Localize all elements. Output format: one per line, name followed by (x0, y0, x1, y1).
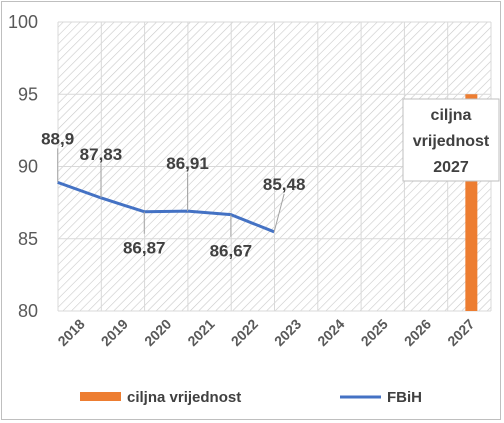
series-line-fbih (57, 180, 275, 234)
x-tick-label: 2020 (141, 316, 174, 349)
data-label: 85,48 (263, 175, 306, 194)
callout-line-3: 2027 (433, 159, 469, 176)
x-axis: 2018 2019 2020 2021 2022 2023 2024 2025 2026 2027 (54, 316, 477, 349)
callout-box (402, 98, 500, 182)
legend-label-fbih: FBiH (387, 389, 422, 406)
x-tick-label: 2021 (184, 316, 217, 349)
data-label: 86,67 (210, 242, 253, 261)
data-label: 87,83 (80, 145, 123, 164)
data-labels: 88,9 87,83 86,87 86,91 86,67 85,48 (41, 129, 305, 260)
callout-line-1: ciljna (431, 107, 472, 124)
x-tick-label: 2018 (54, 316, 87, 349)
data-label: 86,91 (166, 154, 209, 173)
y-tick-label: 80 (18, 301, 38, 321)
x-tick-label: 2022 (228, 316, 261, 349)
x-tick-label: 2027 (444, 316, 477, 349)
data-label: 88,9 (41, 129, 74, 148)
y-tick-label: 100 (8, 12, 38, 32)
data-label: 86,87 (123, 239, 166, 258)
y-tick-label: 85 (18, 229, 38, 249)
legend: ciljna vrijednost FBiH (80, 389, 422, 406)
x-tick-label: 2025 (358, 316, 391, 349)
legend-swatch-target (80, 392, 121, 401)
target-callout: ciljna vrijednost 2027 (402, 98, 500, 182)
callout-line-2: vrijednost (413, 133, 490, 150)
y-tick-label: 90 (18, 157, 38, 177)
legend-label-target: ciljna vrijednost (127, 389, 241, 406)
x-tick-label: 2024 (314, 316, 347, 349)
line-layer (57, 180, 275, 234)
y-tick-label: 95 (18, 84, 38, 104)
x-tick-label: 2019 (98, 316, 131, 349)
x-tick-label: 2026 (401, 316, 434, 349)
x-tick-label: 2023 (271, 316, 304, 349)
leader-line (273, 193, 285, 232)
y-axis: 80 85 90 95 100 (8, 12, 38, 321)
